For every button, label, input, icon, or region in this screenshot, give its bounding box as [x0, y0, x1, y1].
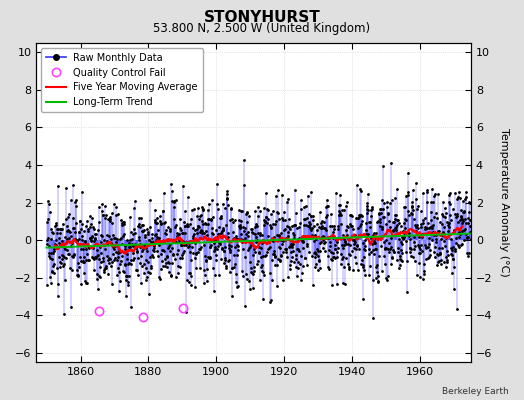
Text: Berkeley Earth: Berkeley Earth: [442, 387, 508, 396]
Text: STONYHURST: STONYHURST: [204, 10, 320, 25]
Text: 53.800 N, 2.500 W (United Kingdom): 53.800 N, 2.500 W (United Kingdom): [154, 22, 370, 35]
Y-axis label: Temperature Anomaly (°C): Temperature Anomaly (°C): [499, 128, 509, 277]
Legend: Raw Monthly Data, Quality Control Fail, Five Year Moving Average, Long-Term Tren: Raw Monthly Data, Quality Control Fail, …: [41, 48, 203, 112]
